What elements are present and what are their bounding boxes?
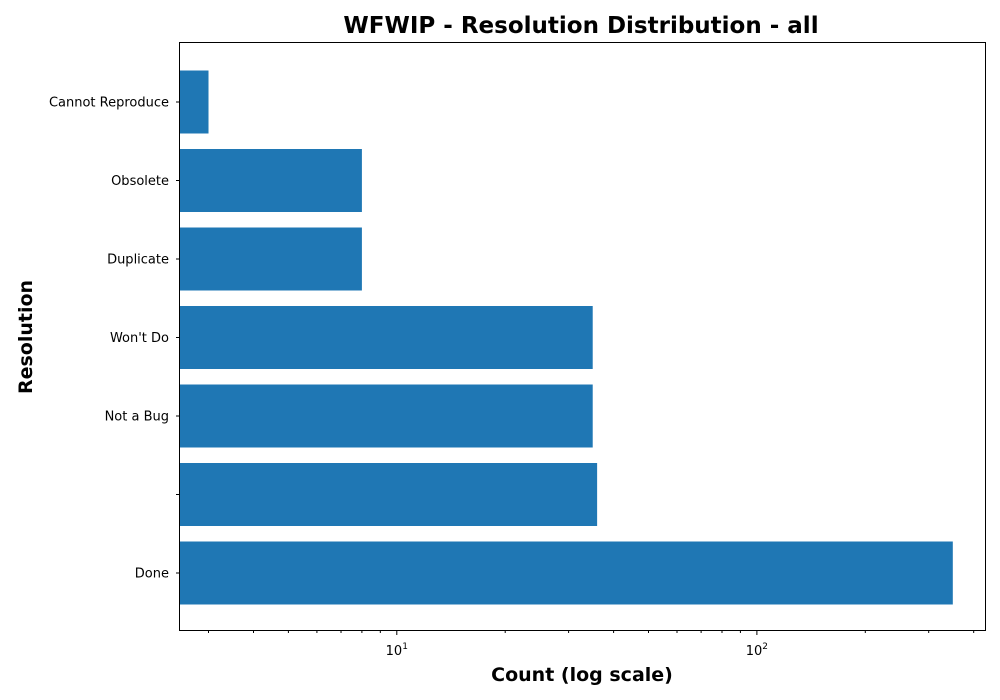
y-tick-label: Cannot Reproduce bbox=[49, 96, 169, 111]
x-tick-exponent: 1 bbox=[402, 642, 408, 652]
bar bbox=[180, 385, 593, 448]
bar bbox=[180, 71, 209, 134]
y-axis-ticks: Done Not a Bug Won't Do Duplicate Obsolete Ca… bbox=[49, 96, 180, 582]
x-axis-ticks: 101 102 bbox=[209, 630, 974, 659]
bar bbox=[180, 149, 362, 212]
y-tick-label: Duplicate bbox=[107, 253, 169, 268]
y-tick-label: Done bbox=[135, 567, 169, 582]
bar bbox=[180, 542, 953, 605]
x-tick-label: 101 bbox=[386, 642, 408, 659]
x-tick-exponent: 2 bbox=[762, 642, 768, 652]
y-axis-label: Resolution bbox=[15, 280, 37, 394]
x-tick-base: 10 bbox=[746, 644, 763, 659]
bar bbox=[180, 228, 362, 291]
bars-group bbox=[180, 71, 953, 605]
x-tick-label: 102 bbox=[746, 642, 768, 659]
bar bbox=[180, 463, 597, 526]
x-axis-label: Count (log scale) bbox=[491, 664, 673, 686]
y-tick-label: Obsolete bbox=[111, 174, 169, 189]
x-tick-base: 10 bbox=[386, 644, 403, 659]
y-tick-label: Not a Bug bbox=[105, 410, 169, 425]
bar bbox=[180, 306, 593, 369]
chart-title: WFWIP - Resolution Distribution - all bbox=[343, 13, 818, 39]
y-tick-label: Won't Do bbox=[110, 331, 169, 346]
